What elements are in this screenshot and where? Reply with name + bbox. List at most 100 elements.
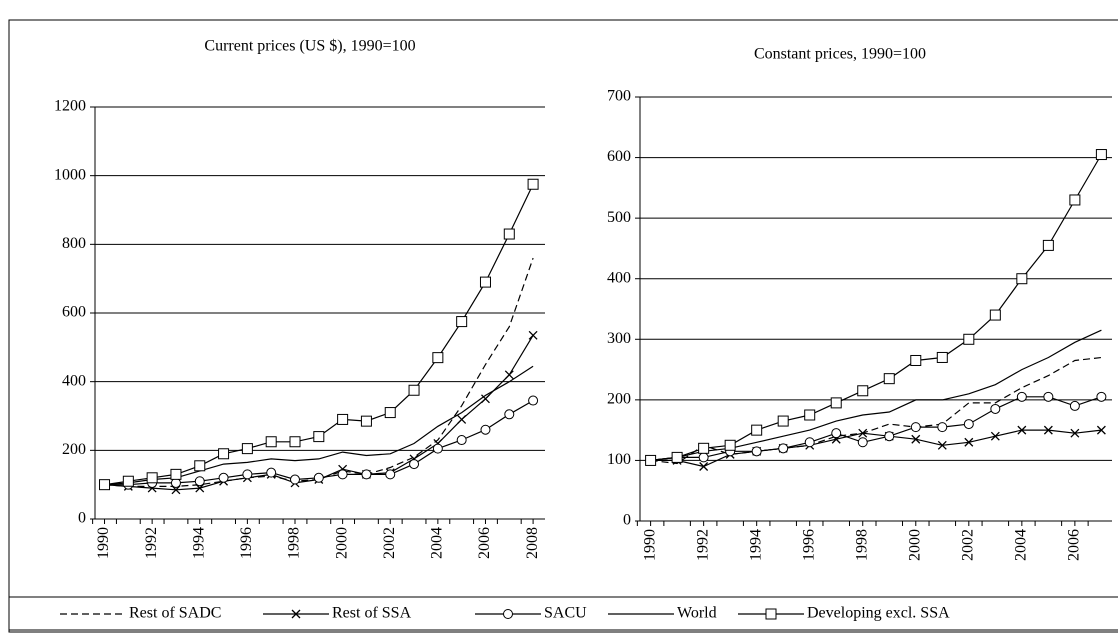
marker: [830, 397, 842, 409]
x-tick-label: 2002: [959, 529, 976, 561]
marker: [910, 354, 922, 366]
marker: [456, 316, 468, 328]
x-tick-label: 1990: [95, 527, 112, 559]
x-tick-label: 2006: [476, 527, 493, 559]
marker: [504, 409, 515, 420]
marker: [831, 428, 842, 439]
x-tick-label: 1996: [800, 529, 817, 561]
x-tick-label: 1998: [853, 529, 870, 561]
marker: [1043, 391, 1054, 402]
marker: [409, 459, 420, 470]
marker: [936, 351, 948, 363]
series-line: [650, 154, 1102, 461]
marker: [857, 437, 868, 448]
marker: [481, 394, 490, 404]
marker: [528, 395, 539, 406]
y-tick-label: 800: [62, 235, 86, 252]
marker: [503, 609, 513, 619]
marker: [313, 472, 324, 483]
marker: [751, 424, 763, 436]
marker: [963, 333, 975, 345]
marker: [698, 452, 709, 463]
y-tick-label: 1200: [54, 98, 86, 115]
x-tick-label: 1996: [238, 527, 255, 559]
x-tick-label: 1992: [694, 529, 711, 561]
marker: [1095, 149, 1107, 161]
marker: [528, 330, 538, 340]
marker: [194, 476, 205, 487]
series-line: [104, 365, 534, 486]
y-tick-label: 100: [607, 451, 631, 468]
marker: [671, 451, 683, 463]
marker: [480, 424, 491, 435]
y-tick-label: 300: [607, 330, 631, 347]
y-tick-label: 200: [62, 441, 86, 458]
marker: [289, 436, 301, 448]
marker: [99, 479, 111, 491]
marker: [1069, 400, 1080, 411]
marker: [645, 454, 657, 466]
marker: [777, 415, 789, 427]
marker: [479, 276, 491, 288]
marker: [989, 309, 1001, 321]
frame: [8, 19, 1118, 633]
marker: [290, 474, 300, 485]
marker: [1042, 239, 1054, 251]
marker: [724, 439, 736, 451]
x-tick-label: 1994: [190, 527, 207, 559]
marker: [883, 373, 895, 385]
marker: [432, 443, 443, 454]
chart-title: Constant prices, 1990=100: [754, 46, 926, 63]
series-line: [650, 429, 1102, 468]
marker: [857, 385, 869, 397]
marker: [858, 428, 868, 438]
y-tick-label: 600: [62, 304, 86, 321]
marker: [1017, 425, 1027, 435]
marker: [804, 409, 816, 421]
marker: [361, 469, 372, 480]
y-tick-label: 400: [62, 372, 86, 389]
marker: [911, 434, 921, 444]
y-tick-label: 1000: [54, 166, 86, 183]
x-tick-label: 2000: [906, 529, 923, 561]
marker: [313, 431, 325, 443]
y-tick-label: 700: [607, 88, 631, 105]
marker: [194, 460, 206, 472]
marker: [964, 437, 974, 447]
marker: [242, 469, 253, 480]
marker: [218, 448, 230, 460]
marker: [1043, 425, 1053, 435]
x-tick-label: 2004: [429, 527, 446, 559]
marker: [990, 403, 1001, 414]
x-tick-label: 2006: [1066, 529, 1083, 561]
y-tick-label: 200: [607, 391, 631, 408]
marker: [266, 467, 277, 478]
marker: [385, 469, 396, 480]
legend-label: Rest of SADC: [129, 605, 221, 622]
y-tick-label: 400: [607, 269, 631, 286]
marker: [337, 469, 348, 480]
marker: [360, 415, 372, 427]
legend-label: Rest of SSA: [332, 605, 412, 622]
legend-label: SACU: [544, 605, 587, 622]
marker: [291, 609, 301, 619]
marker: [937, 422, 948, 433]
x-tick-label: 2002: [381, 527, 398, 559]
marker: [384, 407, 396, 419]
marker: [990, 431, 1000, 441]
x-tick-label: 1990: [641, 529, 658, 561]
marker: [241, 443, 253, 455]
marker: [937, 440, 947, 450]
legend-label: Developing excl. SSA: [807, 605, 950, 622]
marker: [170, 468, 182, 480]
series-line: [104, 334, 534, 491]
marker: [1096, 425, 1106, 435]
marker: [527, 178, 539, 190]
marker: [1016, 273, 1028, 285]
legend-label: World: [677, 605, 717, 622]
chart-title: Current prices (US $), 1990=100: [204, 38, 415, 55]
marker: [751, 446, 762, 457]
marker: [1016, 391, 1027, 402]
x-tick-label: 1998: [286, 527, 303, 559]
marker: [408, 384, 420, 396]
